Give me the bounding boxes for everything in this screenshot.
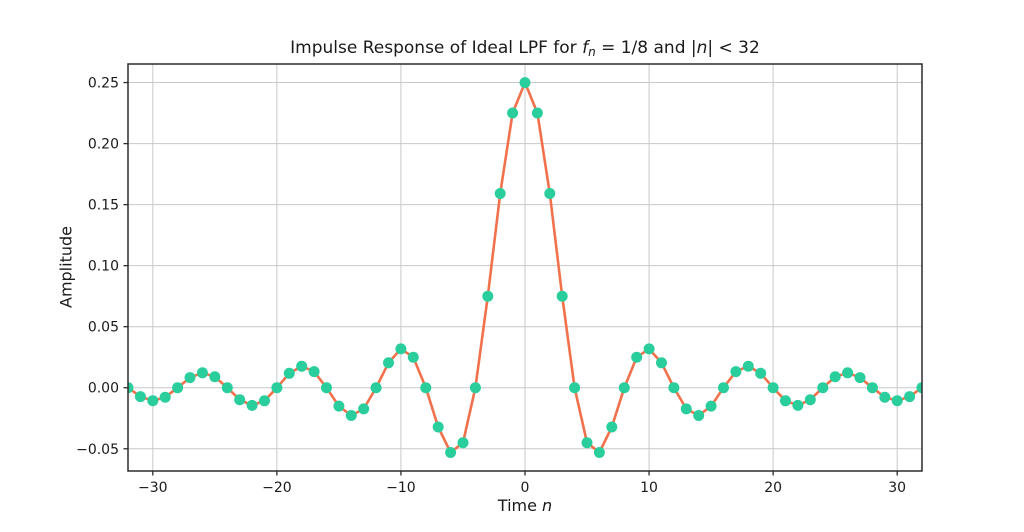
data-point [618, 382, 630, 394]
data-point [904, 391, 916, 403]
data-point [128, 382, 134, 394]
data-point [395, 343, 407, 355]
data-point [234, 394, 246, 406]
data-point [407, 351, 419, 363]
axes-spines [127, 63, 923, 472]
data-point [891, 395, 903, 407]
data-point [631, 351, 643, 363]
data-point [184, 372, 196, 384]
data-point [767, 382, 779, 394]
data-point [730, 366, 742, 378]
data-point [494, 188, 506, 199]
data-point [817, 382, 829, 394]
data-point [842, 367, 854, 379]
data-point [718, 382, 729, 394]
y-tick-label: 0.20 [88, 137, 119, 153]
data-point [593, 447, 605, 458]
data-point [581, 437, 593, 449]
x-tick-label: 30 [888, 480, 906, 496]
title-f-subscript: n [588, 45, 596, 59]
title-n-variable: n [696, 38, 708, 58]
data-point [792, 399, 804, 411]
x-axis-label: Time n [128, 496, 922, 515]
data-point [445, 447, 457, 458]
data-point [668, 382, 680, 394]
data-point [308, 366, 320, 378]
y-tick-label: 0.15 [88, 198, 119, 214]
data-point [569, 382, 581, 394]
data-point [879, 391, 891, 403]
data-point [531, 107, 543, 119]
data-point [507, 107, 519, 119]
data-point [457, 437, 469, 449]
data-point [370, 382, 382, 394]
data-point [159, 391, 171, 403]
data-point [643, 343, 655, 355]
data-point [829, 371, 841, 383]
data-point [134, 391, 146, 403]
data-point [209, 371, 221, 383]
data-point [383, 357, 394, 369]
data-point [345, 410, 357, 421]
title-f-variable: f [582, 38, 589, 58]
title-text: = 1/8 and | [595, 38, 697, 58]
data-point [283, 367, 295, 379]
data-point [221, 382, 233, 394]
data-point [519, 77, 531, 89]
y-tick-label: 0.00 [88, 381, 119, 397]
data-point [271, 382, 283, 394]
x-tick-label: 10 [640, 480, 658, 496]
y-tick-label: 0.10 [88, 259, 119, 275]
x-tick-label: 0 [521, 480, 530, 496]
data-point [420, 382, 432, 394]
data-point [147, 395, 159, 407]
data-point [482, 290, 494, 302]
data-point [656, 357, 667, 369]
data-series [128, 77, 922, 458]
data-point [693, 410, 705, 421]
data-point [544, 188, 556, 199]
data-point [321, 382, 332, 394]
data-point [172, 382, 184, 394]
data-point [804, 394, 816, 406]
data-point [246, 399, 258, 411]
data-point [556, 290, 568, 302]
data-point [333, 400, 345, 412]
data-point [196, 367, 208, 379]
data-point [358, 403, 370, 415]
data-point [606, 421, 618, 433]
y-tick-label: −0.05 [76, 442, 119, 458]
x-tick-label: −30 [138, 480, 168, 496]
x-tick-label: 20 [764, 480, 782, 496]
data-point [680, 403, 692, 415]
y-tick-label: 0.25 [88, 76, 119, 92]
data-point [705, 400, 717, 412]
data-point [742, 360, 754, 372]
y-tick-label: 0.05 [88, 320, 119, 336]
x-axis-label-variable: n [542, 496, 553, 515]
x-tick-label: −20 [262, 480, 292, 496]
y-axis-label: Amplitude [56, 226, 76, 308]
x-tick-label: −10 [386, 480, 416, 496]
title-text: Impulse Response of Ideal LPF for [290, 38, 583, 58]
x-axis-label-text: Time [497, 496, 543, 515]
title-text: | < 32 [707, 38, 760, 58]
data-point [854, 372, 866, 384]
data-point [296, 360, 308, 372]
data-point [866, 382, 878, 394]
data-point [780, 395, 791, 407]
data-point [916, 382, 922, 394]
chart-title: Impulse Response of Ideal LPF for fn = 1… [128, 38, 922, 59]
data-point [259, 395, 270, 407]
data-point [432, 421, 444, 433]
data-point [469, 382, 481, 394]
data-point [755, 367, 767, 379]
